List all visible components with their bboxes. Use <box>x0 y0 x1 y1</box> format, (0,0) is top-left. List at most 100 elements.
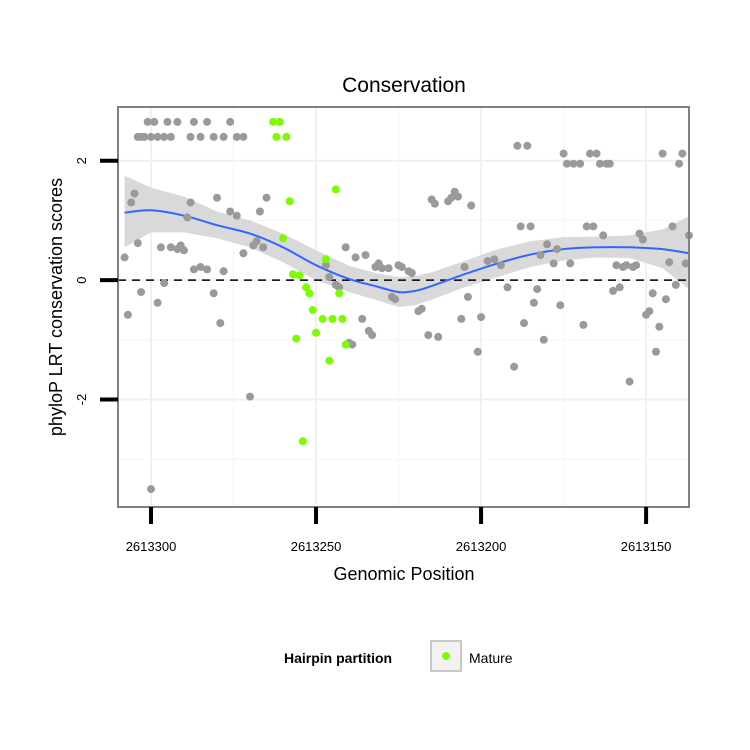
data-point-other <box>496 261 505 270</box>
data-point-other <box>599 231 608 240</box>
data-point-other <box>595 159 604 168</box>
x-tick-label: 2613150 <box>621 539 672 554</box>
data-point-other <box>186 132 195 141</box>
data-point-other <box>477 313 486 322</box>
data-point-other <box>582 222 591 231</box>
data-point-mature <box>331 185 340 194</box>
panel-background <box>118 107 689 507</box>
data-points <box>120 117 693 494</box>
data-point-other <box>520 319 528 328</box>
y-axis: -2 0 2 <box>74 157 118 405</box>
data-point-other <box>262 193 271 202</box>
x-tick-label: 2613300 <box>126 539 177 554</box>
data-point-mature <box>341 340 350 349</box>
data-point-other <box>368 331 377 340</box>
data-point-mature <box>272 132 281 141</box>
y-axis-label: phyloP LRT conservation scores <box>46 178 66 436</box>
data-point-other <box>252 237 261 246</box>
data-point-other <box>226 207 235 216</box>
data-point-other <box>586 149 594 158</box>
data-point-other <box>120 253 129 262</box>
data-point-other <box>348 340 357 349</box>
y-tick-label: 2 <box>74 157 89 164</box>
data-point-mature <box>328 314 337 323</box>
data-point-other <box>196 263 205 271</box>
data-point-other <box>255 207 264 216</box>
x-axis-label: Genomic Position <box>333 564 474 584</box>
data-point-other <box>147 485 155 494</box>
data-point-other <box>681 259 690 268</box>
data-point-other <box>361 251 370 260</box>
data-point-other <box>460 263 469 271</box>
data-point-other <box>503 283 512 292</box>
data-point-other <box>189 117 198 126</box>
data-point-mature <box>298 437 307 446</box>
data-point-other <box>543 240 552 249</box>
data-point-other <box>378 264 386 273</box>
data-point-other <box>321 261 330 270</box>
data-point-other <box>658 149 667 158</box>
data-point-other <box>127 198 136 207</box>
data-point-other <box>219 132 228 141</box>
data-point-other <box>454 192 462 201</box>
x-tick-label: 2613250 <box>291 539 342 554</box>
data-point-mature <box>295 271 304 280</box>
data-point-other <box>609 286 618 295</box>
data-point-other <box>153 298 162 307</box>
data-point-other <box>556 301 565 310</box>
x-tick-label: 2613200 <box>456 539 507 554</box>
data-point-other <box>490 255 499 264</box>
data-point-other <box>536 251 545 260</box>
data-point-mature <box>305 289 314 298</box>
data-point-other <box>615 283 624 292</box>
data-point-other <box>463 292 472 301</box>
data-point-other <box>510 362 519 371</box>
data-point-other <box>384 264 393 273</box>
data-point-other <box>655 322 664 331</box>
data-point-other <box>143 117 152 126</box>
data-point-other <box>123 310 132 319</box>
data-point-other <box>232 211 241 220</box>
data-point-other <box>156 243 165 252</box>
data-point-other <box>219 267 228 276</box>
data-point-mature <box>335 289 344 298</box>
data-point-mature <box>285 197 294 206</box>
data-point-mature <box>288 270 297 279</box>
data-point-other <box>173 117 182 126</box>
data-point-other <box>180 246 188 255</box>
plot-panel <box>117 106 693 508</box>
y-tick-label: -2 <box>74 394 89 406</box>
data-point-other <box>391 295 400 304</box>
data-point-other <box>675 159 684 168</box>
data-point-other <box>589 222 598 231</box>
panel-border <box>117 106 690 508</box>
data-point-other <box>160 132 169 141</box>
data-point-other <box>625 377 634 386</box>
data-point-other <box>665 258 674 267</box>
data-point-other <box>566 259 575 268</box>
data-point-other <box>147 132 155 141</box>
data-point-other <box>209 289 218 298</box>
data-point-mature <box>325 356 334 365</box>
data-point-other <box>632 261 641 270</box>
data-point-other <box>166 243 175 252</box>
data-point-other <box>232 132 241 141</box>
data-point-mature <box>269 117 278 126</box>
data-point-mature <box>318 314 327 323</box>
data-point-other <box>652 347 660 356</box>
data-point-mature <box>302 283 311 292</box>
data-point-other <box>533 285 542 294</box>
data-point-other <box>559 149 568 158</box>
data-point-other <box>579 320 588 329</box>
data-point-other <box>483 257 492 265</box>
data-point-other <box>186 198 195 207</box>
data-point-other <box>239 132 248 141</box>
data-point-other <box>341 243 350 252</box>
data-point-other <box>539 335 548 344</box>
data-point-other <box>259 243 268 252</box>
data-point-mature <box>275 117 284 126</box>
data-point-mature <box>338 314 347 323</box>
data-point-mature <box>282 132 291 141</box>
y-tick-label: 0 <box>74 277 89 284</box>
